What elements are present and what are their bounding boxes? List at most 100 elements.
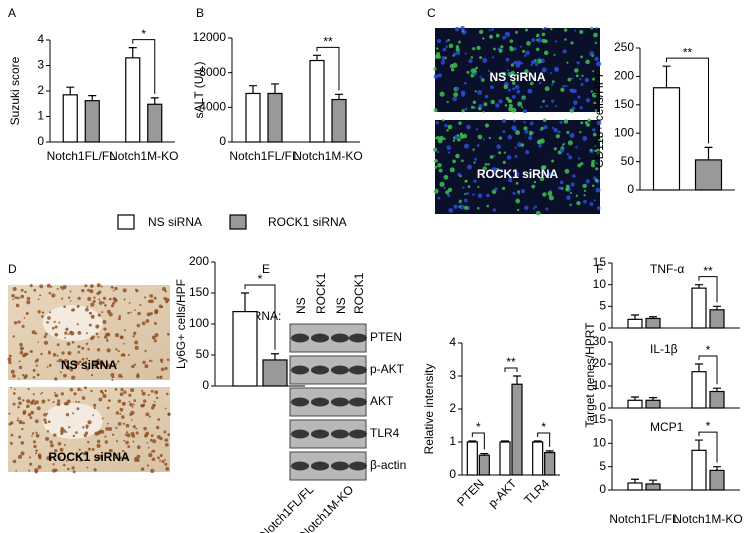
cell-dot	[33, 444, 37, 449]
cell-dot	[466, 164, 472, 170]
cell-dot	[503, 84, 508, 90]
cell-dot	[102, 301, 105, 304]
band	[331, 461, 349, 471]
cell-dot	[167, 412, 171, 416]
cell-dot	[490, 85, 494, 90]
cell-dot	[564, 168, 570, 174]
lane-label: ROCK1	[352, 272, 366, 314]
cell-dot	[71, 375, 76, 380]
cell-dot	[12, 298, 15, 301]
cell-dot	[445, 45, 448, 48]
cell-dot	[569, 192, 572, 195]
cell-dot	[62, 429, 66, 433]
y-tick-label: 0	[599, 482, 606, 496]
cell-dot	[65, 327, 69, 331]
cell-dot	[467, 185, 471, 188]
cell-dot	[434, 54, 440, 59]
cell-dot	[31, 330, 36, 335]
y-axis-label: Suzuki score	[8, 56, 22, 125]
cell-dot	[592, 132, 597, 137]
cell-dot	[541, 67, 547, 73]
cell-dot	[57, 399, 61, 403]
cell-dot	[451, 68, 455, 72]
vessel	[42, 305, 103, 341]
cell-dot	[117, 399, 122, 403]
cell-dot	[81, 396, 86, 400]
significance-label: *	[541, 420, 546, 434]
cell-dot	[104, 435, 107, 438]
cell-dot	[135, 427, 138, 430]
cell-dot	[67, 351, 72, 356]
cell-dot	[164, 462, 168, 466]
cell-dot	[476, 207, 480, 210]
cell-dot	[14, 296, 18, 300]
cell-dot	[495, 33, 500, 38]
cell-dot	[90, 314, 95, 319]
cell-dot	[490, 79, 494, 83]
cell-dot	[121, 415, 125, 419]
cell-dot	[544, 26, 547, 30]
cell-dot	[150, 389, 154, 393]
y-tick-label: 150	[614, 97, 634, 111]
cell-dot	[63, 358, 68, 363]
cell-dot	[54, 377, 58, 381]
cell-dot	[594, 41, 598, 45]
cell-dot	[10, 369, 15, 374]
cell-dot	[20, 288, 24, 292]
cell-dot	[456, 134, 460, 137]
cell-dot	[529, 121, 534, 126]
cell-dot	[105, 332, 109, 337]
significance-label: **	[323, 35, 333, 49]
y-tick-label: 1	[449, 434, 456, 448]
cell-dot	[125, 423, 130, 428]
cell-dot	[35, 364, 38, 367]
cell-dot	[47, 316, 51, 320]
cell-dot	[10, 433, 14, 437]
cell-dot	[541, 27, 545, 30]
y-tick-label: 30	[593, 334, 607, 348]
cell-dot	[124, 433, 127, 436]
cell-dot	[39, 284, 44, 289]
cell-dot	[526, 41, 531, 46]
cell-dot	[516, 208, 520, 212]
cell-dot	[551, 159, 555, 163]
error-bar	[501, 440, 509, 442]
cell-dot	[523, 121, 526, 124]
significance-bracket	[698, 355, 718, 385]
cell-dot	[580, 121, 584, 125]
cell-dot	[27, 413, 32, 417]
error-bar	[66, 86, 75, 95]
bar	[645, 399, 661, 409]
cell-dot	[130, 419, 133, 421]
cell-dot	[472, 148, 475, 151]
cell-dot	[121, 401, 126, 406]
cell-dot	[8, 354, 12, 358]
cell-dot	[572, 106, 576, 110]
cell-dot	[150, 434, 154, 438]
cell-dot	[472, 193, 475, 196]
cell-dot	[14, 388, 16, 391]
cell-dot	[434, 159, 438, 163]
cell-dot	[27, 387, 30, 391]
cell-dot	[26, 404, 30, 409]
cell-dot	[10, 421, 14, 425]
cell-dot	[85, 424, 89, 428]
cell-dot	[17, 320, 21, 324]
bar	[645, 483, 661, 491]
lane-label: NS	[294, 297, 308, 314]
cell-dot	[75, 431, 78, 434]
cell-dot	[124, 329, 127, 332]
cell-dot	[94, 360, 98, 365]
cell-dot	[91, 448, 95, 451]
cell-dot	[57, 442, 62, 446]
cell-dot	[510, 63, 515, 67]
cell-dot	[101, 311, 104, 314]
cell-dot	[531, 184, 536, 189]
cell-dot	[473, 161, 476, 164]
cell-dot	[53, 320, 56, 324]
cell-dot	[23, 352, 28, 357]
cell-dot	[491, 28, 494, 31]
bar	[691, 449, 707, 491]
cell-dot	[147, 446, 150, 449]
cell-dot	[559, 148, 565, 153]
